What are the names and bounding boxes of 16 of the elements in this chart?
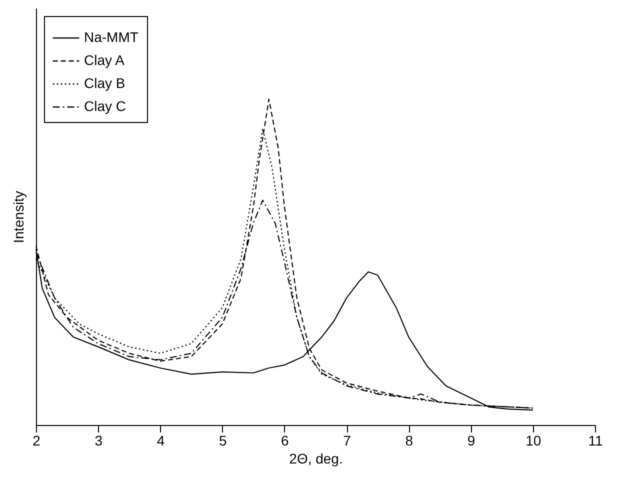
x-tick-label: 7 xyxy=(343,432,352,448)
x-tick-label: 3 xyxy=(94,432,103,448)
x-tick-label: 6 xyxy=(281,432,290,448)
legend-label: Clay A xyxy=(84,52,126,68)
x-axis-title: 2Θ, deg. xyxy=(289,450,343,466)
x-tick-label: 9 xyxy=(467,432,476,448)
x-tick-label: 8 xyxy=(405,432,414,448)
y-axis-title: Intensity xyxy=(10,190,26,244)
x-tick-label: 5 xyxy=(218,432,227,448)
legend-label: Clay C xyxy=(84,98,126,114)
legend-label: Na-MMT xyxy=(84,29,139,45)
x-tick-label: 2 xyxy=(32,432,41,448)
x-tick-label: 4 xyxy=(156,432,165,448)
x-tick-label: 10 xyxy=(526,432,542,448)
legend-label: Clay B xyxy=(84,75,126,91)
x-tick-label: 11 xyxy=(588,432,603,448)
